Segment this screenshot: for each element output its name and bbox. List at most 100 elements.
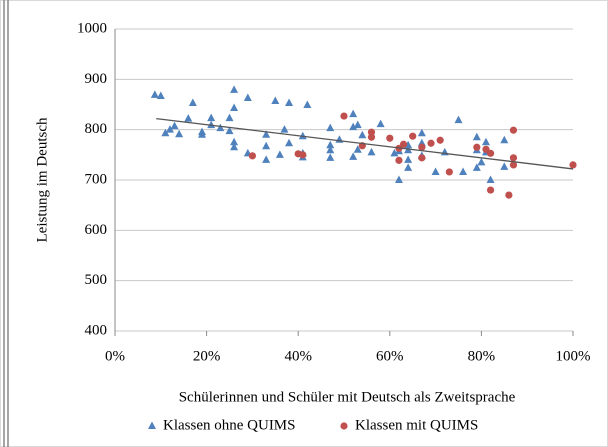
point (454, 115, 463, 124)
point (486, 175, 495, 183)
point (188, 98, 197, 106)
point (207, 113, 216, 122)
point (280, 125, 289, 133)
y-tick-label: 900 (85, 71, 108, 87)
x-tick-label: 80% (468, 348, 496, 364)
point (358, 130, 367, 139)
point (353, 145, 362, 153)
point (404, 155, 413, 163)
point (436, 136, 444, 144)
point (386, 134, 394, 142)
point (509, 126, 518, 134)
point (150, 90, 159, 98)
point (225, 113, 234, 122)
point (481, 137, 490, 146)
point (216, 123, 225, 132)
point (161, 128, 170, 137)
point (298, 131, 307, 140)
point (509, 154, 518, 162)
point (367, 128, 376, 136)
point (431, 167, 440, 175)
point (262, 130, 271, 138)
legend-label: Klassen mit QUIMS (355, 417, 478, 433)
x-tick-label: 100% (556, 348, 591, 364)
point (367, 133, 376, 141)
point (262, 155, 271, 163)
point (175, 129, 184, 138)
y-tick-label: 700 (85, 171, 108, 187)
point (230, 137, 239, 146)
y-tick-label: 1000 (77, 20, 107, 36)
x-axis-label: Schülerinnen und Schüler mit Deutsch als… (179, 389, 516, 405)
point (303, 100, 312, 109)
point (472, 163, 481, 171)
point (472, 132, 481, 141)
y-tick-label: 600 (85, 222, 108, 238)
point (326, 123, 335, 132)
x-tick-label: 60% (376, 348, 404, 364)
point (500, 135, 509, 144)
x-tick-label: 40% (284, 348, 312, 364)
point (349, 122, 358, 131)
point (349, 109, 358, 118)
point (486, 186, 495, 194)
point (243, 93, 252, 101)
legend-marker (148, 421, 156, 429)
point (271, 96, 280, 104)
point (326, 145, 335, 154)
point (418, 143, 426, 151)
point (404, 163, 413, 171)
point (248, 152, 256, 160)
x-tick-label: 20% (193, 348, 221, 364)
y-tick-label: 400 (85, 322, 108, 338)
point (417, 128, 426, 137)
point (230, 142, 239, 151)
legend-marker (340, 422, 348, 430)
point (170, 121, 179, 130)
point (418, 154, 426, 162)
point (156, 91, 165, 99)
point (459, 167, 468, 175)
point (394, 175, 403, 183)
point (225, 126, 234, 135)
point (230, 103, 239, 112)
legend-label: Klassen ohne QUIMS (163, 417, 296, 433)
point (409, 132, 417, 140)
point (395, 156, 403, 164)
point (340, 112, 348, 120)
x-tick-label: 0% (105, 348, 125, 364)
point (500, 162, 509, 170)
point (198, 130, 207, 138)
point (326, 140, 335, 149)
y-axis-label: Leistung im Deutsch (34, 117, 50, 242)
point (473, 143, 481, 151)
y-tick-label: 500 (85, 272, 108, 288)
point (427, 139, 435, 147)
point (477, 157, 486, 166)
point (509, 161, 518, 169)
point (367, 147, 376, 156)
point (184, 114, 193, 122)
point (353, 120, 362, 129)
point (505, 191, 513, 199)
point (230, 85, 239, 93)
point (262, 141, 271, 150)
point (349, 152, 358, 160)
point (207, 120, 216, 129)
point (445, 168, 453, 176)
y-tick-label: 800 (85, 121, 108, 137)
point (275, 150, 284, 158)
point (285, 138, 294, 147)
point (165, 125, 174, 133)
point (399, 140, 408, 148)
trendline (156, 117, 574, 170)
point (299, 151, 307, 159)
point (326, 153, 335, 161)
point (569, 161, 577, 169)
point (390, 148, 399, 157)
point (376, 119, 385, 128)
point (285, 98, 294, 106)
point (486, 149, 495, 157)
